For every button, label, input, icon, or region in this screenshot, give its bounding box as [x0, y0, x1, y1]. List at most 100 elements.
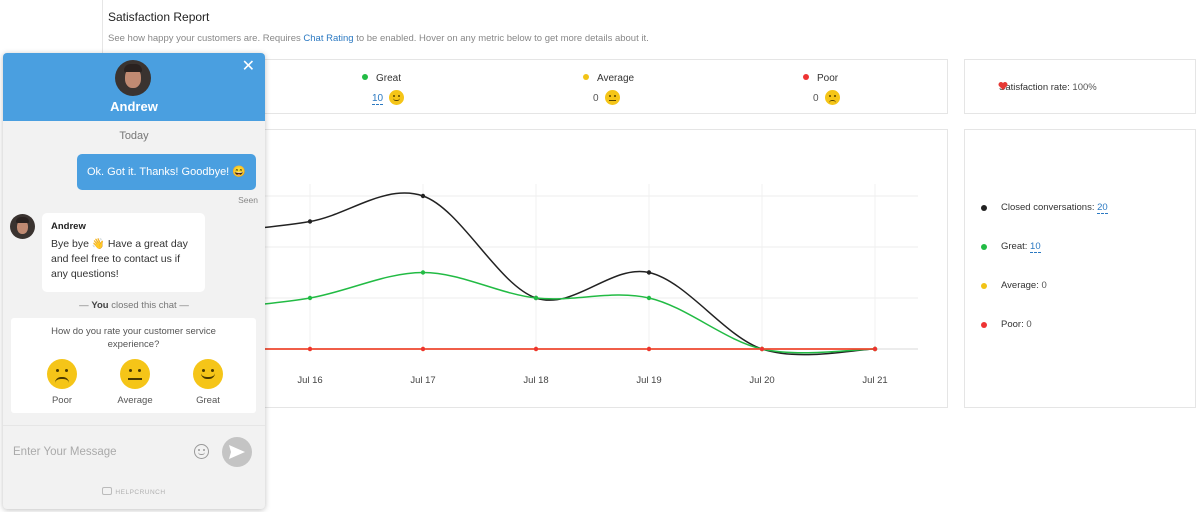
series-line-1 [263, 271, 876, 354]
x-tick-label: Jul 21 [862, 375, 887, 386]
data-point-series-1 [533, 295, 539, 301]
happy-face-icon [193, 359, 223, 389]
chat-widget: Andrew ✕ Today Ok. Got it. Thanks! Goodb… [3, 53, 265, 509]
subtitle-text-rest: to be enabled. Hover on any metric below… [353, 33, 649, 44]
chat-rating-link[interactable]: Chat Rating [303, 33, 354, 44]
data-point-series-0 [420, 193, 426, 199]
legend-value[interactable]: 10 [1030, 241, 1041, 253]
agent-avatar [115, 60, 151, 96]
great-dot-icon [362, 74, 368, 80]
stat-average-label: Average [597, 73, 635, 84]
chat-header: Andrew ✕ [3, 53, 265, 121]
legend-label: Poor: [1001, 319, 1024, 330]
legend-great[interactable]: Great: 10 [981, 241, 1041, 253]
rating-prompt-card: How do you rate your customer service ex… [11, 318, 256, 413]
seen-status: Seen [238, 195, 258, 205]
x-tick-label: Jul 18 [523, 375, 548, 386]
rate-poor-label: Poor [51, 395, 73, 406]
data-point-series-3 [872, 346, 878, 352]
legend-value: 0 [1041, 280, 1047, 291]
agent-message-name: Andrew [51, 221, 86, 232]
stat-poor-label: Poor [817, 73, 839, 84]
legend-label: Average: [1001, 280, 1039, 291]
poor-dot-icon [803, 74, 809, 80]
brand-name: HELPCRUNCH [115, 489, 166, 496]
legend-label: Great: [1001, 241, 1028, 252]
data-point-series-1 [307, 295, 313, 301]
report-title: Satisfaction Report [108, 10, 210, 24]
rate-average-label: Average [117, 395, 153, 406]
chart-legend-card: Closed conversations: 20 Great: 10 Avera… [964, 129, 1196, 408]
data-point-series-1 [420, 270, 426, 275]
agent-message-avatar [10, 214, 35, 239]
closed-actor: You [91, 300, 109, 311]
subtitle-text: See how happy your customers are. Requir… [108, 33, 304, 44]
message-input[interactable] [13, 440, 183, 464]
stat-poor[interactable]: Poor 0 [803, 73, 840, 105]
x-tick-label: Jul 16 [297, 375, 322, 386]
x-tick-label: Jul 17 [410, 375, 435, 386]
legend-poor[interactable]: Poor: 0 [981, 319, 1032, 330]
close-icon[interactable]: ✕ [241, 58, 255, 75]
satisfaction-rate-label: Satisfaction rate: [999, 82, 1070, 93]
brand-footer: HELPCRUNCH [3, 487, 265, 496]
heart-icon [998, 82, 1008, 90]
legend-average[interactable]: Average: 0 [981, 280, 1047, 291]
chat-closed-notice: — You closed this chat — [3, 300, 265, 311]
rating-stats-card: Great 10 Average 0 Poor 0 [263, 59, 948, 114]
rate-average-button[interactable]: Average [105, 359, 165, 406]
series-line-0 [263, 192, 876, 356]
stat-great-label: Great [376, 73, 402, 84]
satisfaction-rate[interactable]: Satisfaction rate: 100% [999, 82, 1097, 93]
agent-message-text: Bye bye 👋 Have a great day and feel free… [51, 238, 188, 280]
report-subtitle: See how happy your customers are. Requir… [108, 33, 649, 44]
x-tick-label: Jul 19 [636, 375, 661, 386]
sad-face-icon [47, 359, 77, 389]
rate-great-button[interactable]: Great [178, 359, 238, 406]
data-point-series-1 [646, 295, 652, 301]
day-separator: Today [119, 130, 149, 142]
average-legend-dot-icon [981, 283, 987, 289]
agent-message-bubble: Andrew Bye bye 👋 Have a great day and fe… [42, 213, 205, 292]
data-point-series-3 [759, 346, 765, 352]
data-point-series-3 [533, 346, 539, 352]
data-point-series-0 [646, 270, 652, 275]
agent-name: Andrew [110, 99, 158, 114]
stat-average-value: 0 [593, 90, 620, 105]
stat-great-value[interactable]: 10 [372, 90, 405, 105]
my-message-bubble: Ok. Got it. Thanks! Goodbye! 😄 [77, 154, 256, 190]
message-composer [3, 425, 265, 479]
neutral-face-icon [120, 359, 150, 389]
send-icon [229, 445, 245, 459]
closed-prefix: — [79, 300, 92, 311]
closed-dot-icon [981, 205, 987, 211]
closed-suffix: closed this chat — [108, 300, 189, 311]
great-legend-dot-icon [981, 244, 987, 250]
data-point-series-3 [420, 346, 426, 352]
legend-label: Closed conversations: [1001, 202, 1095, 213]
satisfaction-line-chart: Jul 16 Jul 17 Jul 18 Jul 19 Jul 20 Jul 21 [263, 184, 918, 386]
legend-value[interactable]: 20 [1097, 202, 1108, 214]
send-button[interactable] [222, 437, 252, 467]
stat-great[interactable]: Great 10 [362, 73, 405, 105]
satisfaction-rate-value: 100% [1072, 82, 1097, 93]
poor-legend-dot-icon [981, 322, 987, 328]
legend-closed-conversations[interactable]: Closed conversations: 20 [981, 202, 1108, 214]
data-point-series-3 [307, 346, 313, 352]
stat-average[interactable]: Average 0 [583, 73, 635, 105]
data-point-series-3 [646, 346, 652, 352]
helpcrunch-logo-icon [102, 487, 113, 495]
x-tick-label: Jul 20 [749, 375, 774, 386]
data-point-series-0 [307, 219, 313, 224]
sad-face-icon [824, 90, 840, 105]
rate-poor-button[interactable]: Poor [32, 359, 92, 406]
rating-question: How do you rate your customer service ex… [51, 326, 216, 350]
stat-poor-value: 0 [813, 90, 840, 105]
happy-face-icon [389, 90, 405, 105]
neutral-face-icon [604, 90, 620, 105]
legend-value: 0 [1026, 319, 1032, 330]
rate-great-label: Great [196, 395, 220, 406]
emoji-icon[interactable] [194, 444, 209, 459]
average-dot-icon [583, 74, 589, 80]
